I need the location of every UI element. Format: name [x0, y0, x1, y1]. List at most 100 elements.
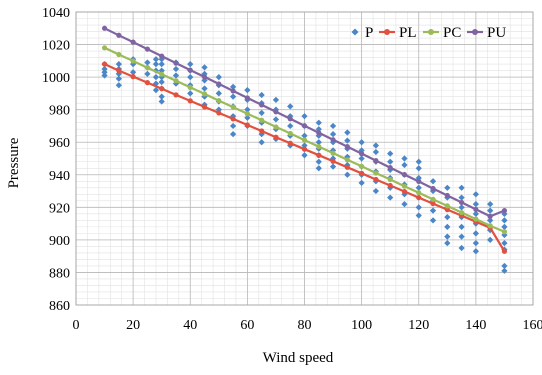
- legend-marker-pl: [384, 29, 390, 35]
- data-point-pl: [416, 195, 421, 200]
- data-point-pl: [259, 128, 264, 133]
- legend-label-p: P: [365, 25, 373, 41]
- x-tick-label: 100: [351, 318, 372, 333]
- data-point-pc: [330, 151, 335, 156]
- data-point-pc: [216, 98, 221, 103]
- data-point-pl: [173, 92, 178, 97]
- y-tick-label: 1040: [42, 6, 70, 21]
- data-point-pl: [245, 122, 250, 127]
- data-point-pc: [159, 72, 164, 77]
- data-point-pl: [102, 61, 107, 66]
- data-point-pu: [388, 165, 393, 170]
- data-point-pu: [316, 130, 321, 135]
- data-point-pl: [145, 80, 150, 85]
- data-point-pu: [145, 47, 150, 52]
- data-point-pu: [102, 26, 107, 31]
- y-tick-label: 1020: [42, 39, 70, 54]
- data-point-pl: [230, 116, 235, 121]
- legend-marker-pc: [428, 29, 434, 35]
- data-point-pu: [173, 61, 178, 66]
- data-point-pl: [216, 110, 221, 115]
- data-point-pc: [345, 157, 350, 162]
- data-point-pc: [273, 124, 278, 129]
- data-point-pl: [316, 153, 321, 158]
- data-point-pl: [373, 177, 378, 182]
- data-point-pc: [102, 45, 107, 50]
- y-tick-label: 860: [49, 299, 70, 314]
- x-tick-label: 20: [126, 318, 140, 333]
- data-point-pc: [188, 85, 193, 90]
- data-point-pu: [459, 200, 464, 205]
- data-point-pc: [402, 184, 407, 189]
- data-point-pl: [159, 86, 164, 91]
- data-point-pc: [145, 65, 150, 70]
- data-point-pu: [259, 102, 264, 107]
- data-point-pl: [359, 171, 364, 176]
- data-point-pl: [502, 249, 507, 254]
- data-point-pu: [116, 33, 121, 38]
- data-point-pu: [216, 81, 221, 86]
- legend-marker-pu: [472, 29, 478, 35]
- data-point-pc: [202, 91, 207, 96]
- data-point-pu: [345, 144, 350, 149]
- data-point-pu: [330, 137, 335, 142]
- y-tick-label: 900: [49, 234, 70, 249]
- data-point-pc: [245, 111, 250, 116]
- data-point-pc: [316, 144, 321, 149]
- data-point-pl: [388, 183, 393, 188]
- data-point-pc: [388, 177, 393, 182]
- data-point-pu: [473, 207, 478, 212]
- x-tick-label: 120: [408, 318, 429, 333]
- y-axis-title: Pressure: [6, 137, 22, 188]
- data-point-pc: [416, 190, 421, 195]
- data-point-pc: [488, 223, 493, 228]
- data-point-pl: [330, 159, 335, 164]
- data-point-pu: [359, 151, 364, 156]
- data-point-pu: [488, 214, 493, 219]
- data-point-pl: [273, 135, 278, 140]
- x-tick-label: 80: [298, 318, 312, 333]
- x-tick-label: 40: [183, 318, 197, 333]
- x-tick-label: 140: [465, 318, 486, 333]
- y-tick-label: 920: [49, 201, 70, 216]
- x-axis-title: Wind speed: [263, 350, 334, 366]
- data-point-pc: [473, 216, 478, 221]
- data-point-pu: [159, 54, 164, 59]
- data-point-pu: [416, 179, 421, 184]
- data-point-pc: [173, 78, 178, 83]
- data-point-pl: [402, 189, 407, 194]
- y-tick-label: 1000: [42, 71, 70, 86]
- data-point-pu: [288, 116, 293, 121]
- data-point-pu: [230, 88, 235, 93]
- data-point-pl: [288, 141, 293, 146]
- data-point-pu: [302, 123, 307, 128]
- data-point-pu: [131, 40, 136, 45]
- data-point-pu: [502, 208, 507, 213]
- data-point-pu: [373, 158, 378, 163]
- data-point-pl: [345, 165, 350, 170]
- data-point-pc: [359, 164, 364, 169]
- data-point-pu: [273, 109, 278, 114]
- data-point-pu: [202, 74, 207, 79]
- data-point-pc: [116, 52, 121, 57]
- data-point-pc: [288, 131, 293, 136]
- data-point-pl: [188, 98, 193, 103]
- data-point-pl: [131, 74, 136, 79]
- data-point-pc: [302, 138, 307, 143]
- data-point-pc: [230, 104, 235, 109]
- data-point-pc: [445, 203, 450, 208]
- data-point-pu: [188, 68, 193, 73]
- x-tick-label: 60: [240, 318, 254, 333]
- legend-label-pu: PU: [487, 25, 506, 41]
- data-point-pc: [430, 197, 435, 202]
- x-tick-label: 0: [73, 318, 80, 333]
- data-point-pl: [302, 147, 307, 152]
- y-tick-label: 960: [49, 136, 70, 151]
- data-point-pl: [202, 104, 207, 109]
- data-point-pc: [502, 229, 507, 234]
- data-point-pu: [245, 95, 250, 100]
- data-point-pc: [131, 58, 136, 63]
